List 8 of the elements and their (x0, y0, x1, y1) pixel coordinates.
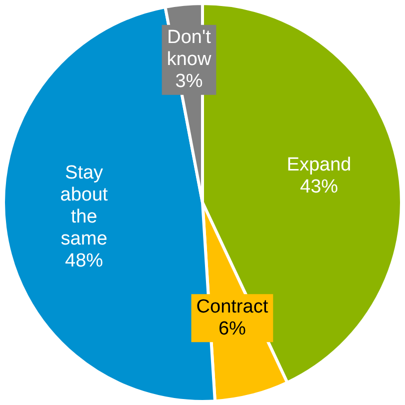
slice-label: Stay about the same (60, 162, 109, 250)
data-label: 6% (218, 318, 246, 340)
slice-label: Don't know (166, 27, 212, 70)
data-label: 43% (300, 176, 338, 198)
slice-label: Expand (286, 154, 352, 176)
slice-label: Contract (196, 296, 269, 318)
data-label: 3% (175, 71, 203, 92)
data-label: 48% (65, 250, 104, 272)
